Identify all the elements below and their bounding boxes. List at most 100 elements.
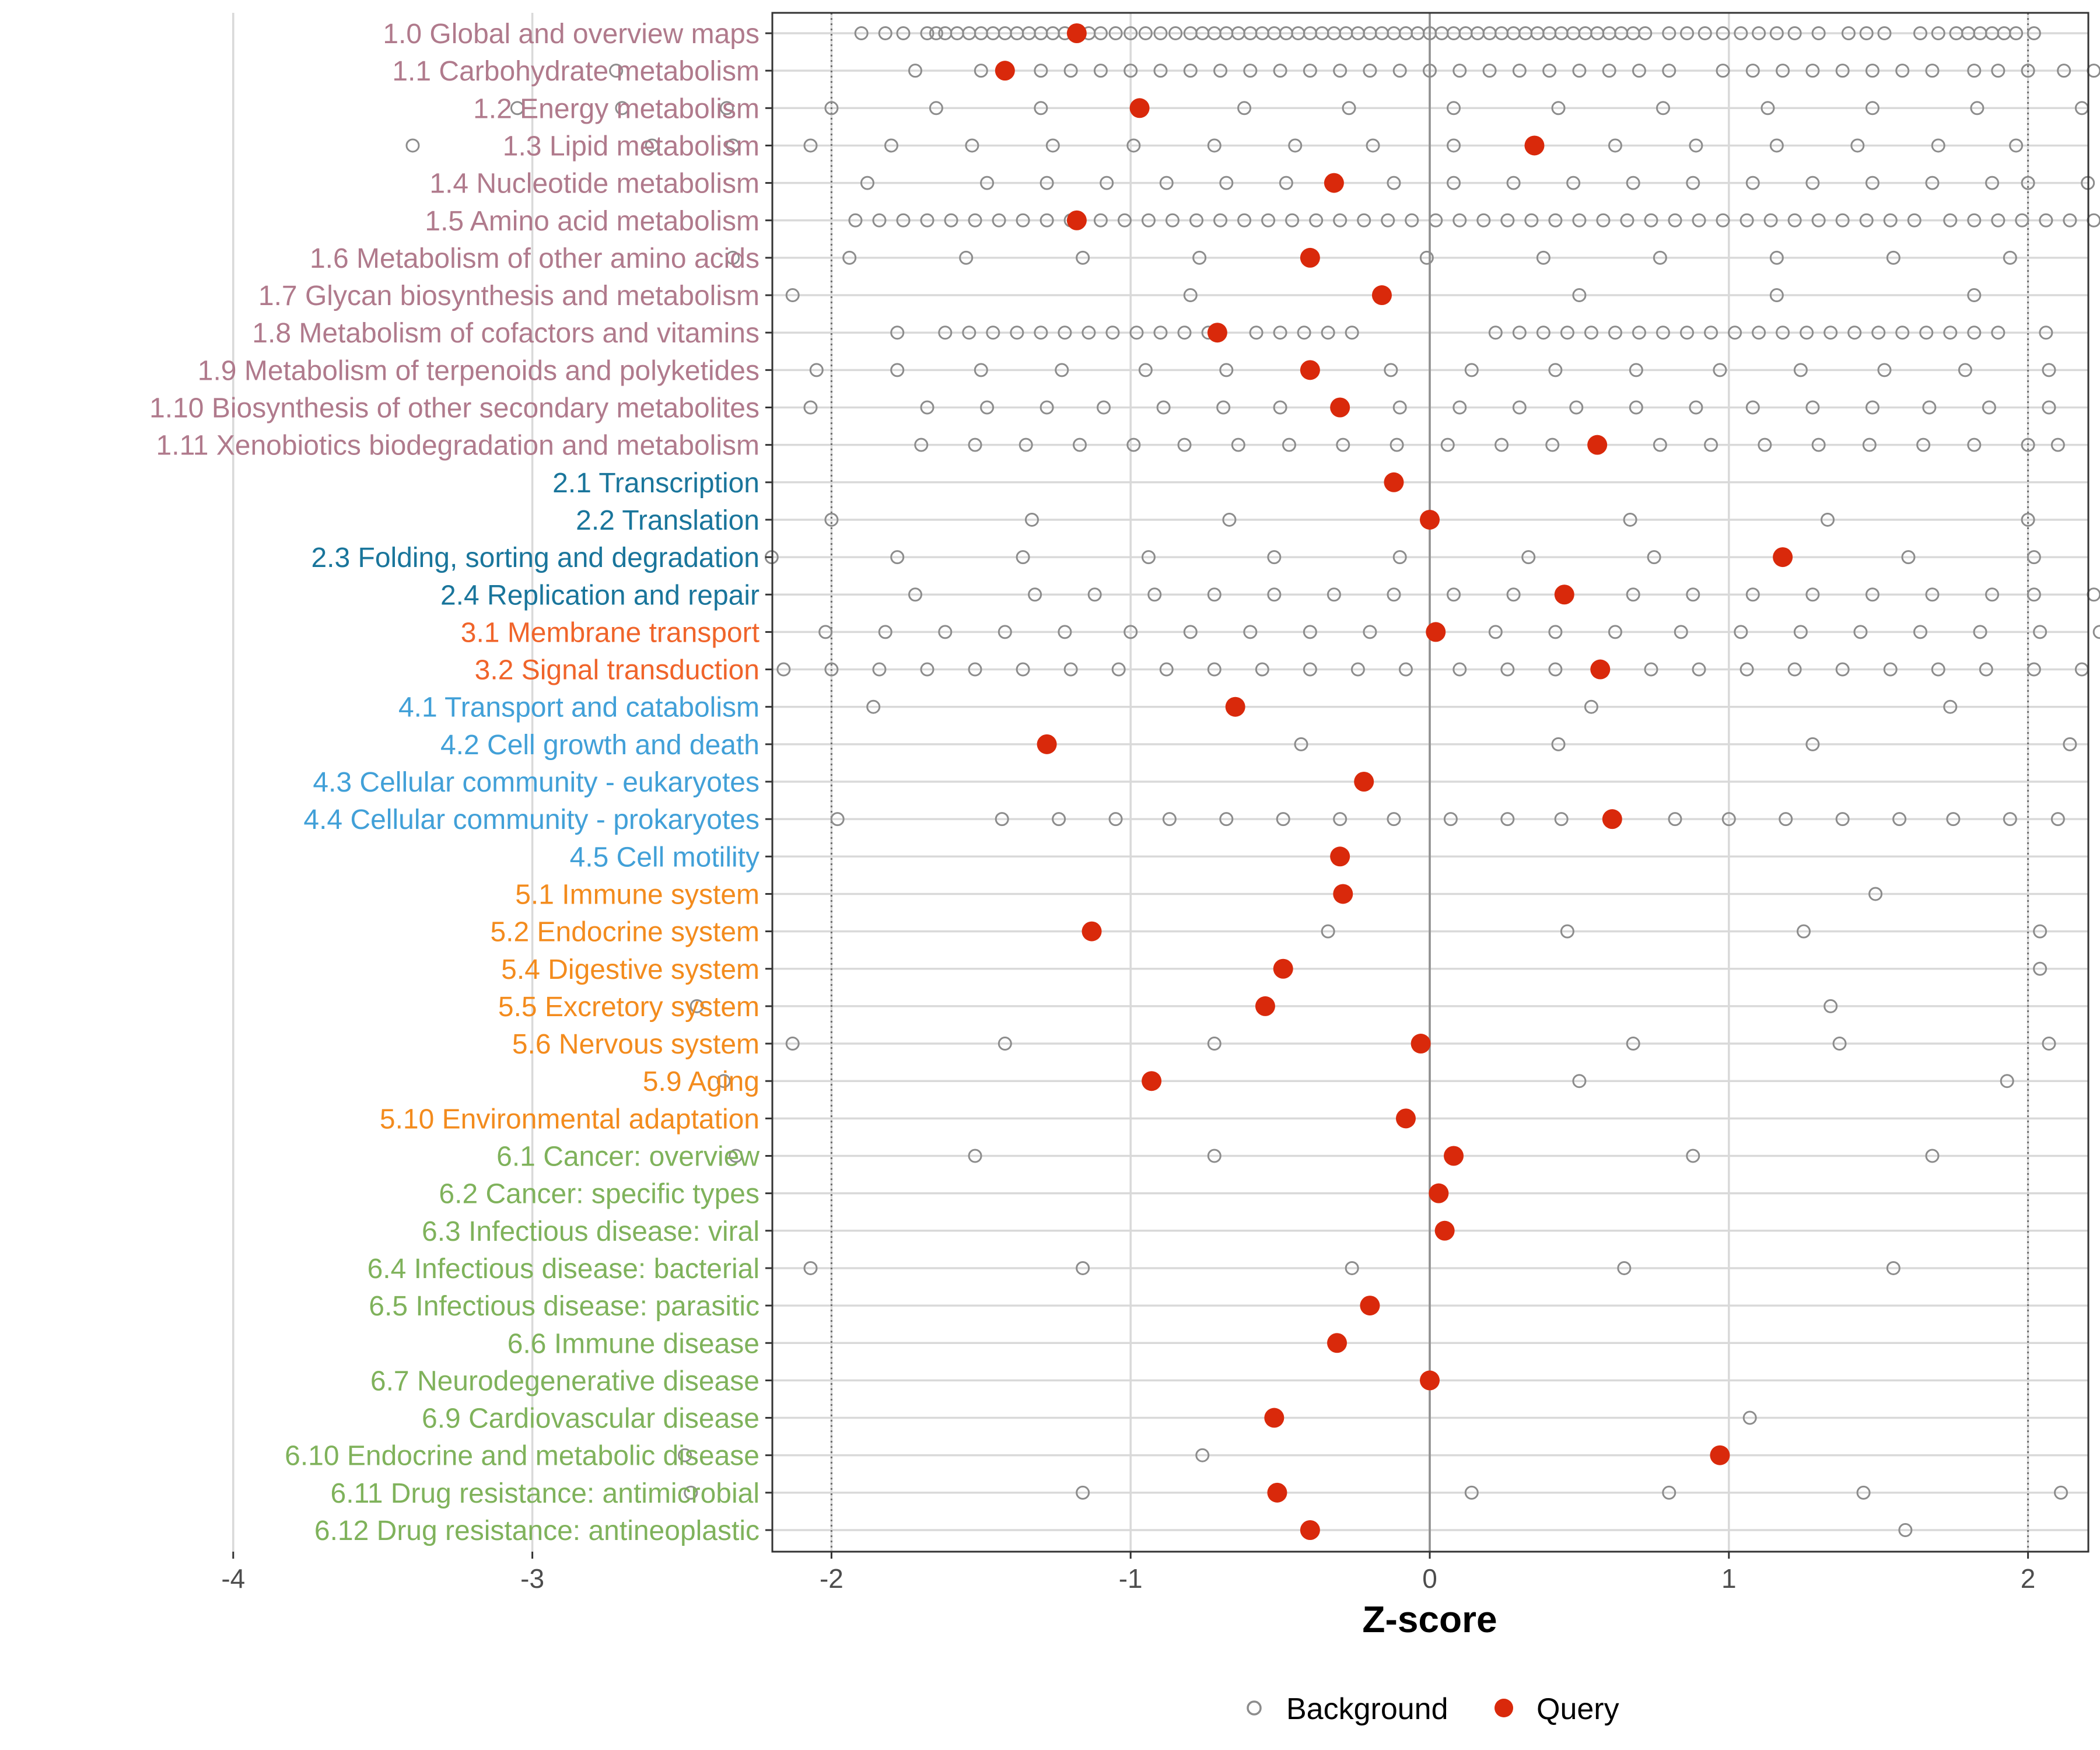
background-point — [1387, 812, 1401, 827]
background-point — [1192, 250, 1207, 265]
background-point — [2039, 326, 2053, 340]
background-point — [974, 363, 988, 377]
background-point — [1124, 26, 1138, 40]
background-point — [1824, 999, 1838, 1013]
background-point — [1100, 176, 1114, 190]
background-point — [1835, 812, 1850, 827]
background-point — [1464, 1485, 1479, 1500]
background-point — [1991, 326, 2006, 340]
background-point — [1076, 1261, 1090, 1275]
query-points — [995, 23, 1793, 1540]
background-point — [1916, 438, 1931, 452]
background-point — [1363, 625, 1377, 639]
background-point — [1979, 662, 1993, 677]
background-point — [1219, 812, 1234, 827]
background-point — [1883, 662, 1898, 677]
background-point — [1868, 887, 1883, 901]
background-point — [959, 250, 974, 265]
background-point — [1500, 662, 1515, 677]
background-point — [1638, 26, 1653, 40]
background-point — [890, 326, 905, 340]
background-point — [1704, 326, 1718, 340]
background-point — [1769, 288, 1784, 303]
background-point — [1745, 176, 1760, 190]
background-point — [1363, 64, 1377, 78]
background-point — [1076, 1485, 1090, 1500]
background-point — [1452, 64, 1467, 78]
background-point — [1129, 326, 1144, 340]
background-point — [1452, 400, 1467, 415]
x-tick-label: -4 — [221, 1563, 245, 1594]
background-point — [1333, 213, 1348, 228]
background-point — [1219, 363, 1234, 377]
background-point — [1429, 213, 1443, 228]
background-point — [1111, 662, 1126, 677]
background-point — [1108, 812, 1123, 827]
background-point — [1168, 26, 1183, 40]
background-point — [1073, 438, 1087, 452]
background-point — [1931, 662, 1945, 677]
background-point — [1345, 1261, 1359, 1275]
y-axis-label: 1.2 Energy metabolism — [473, 93, 760, 124]
query-point — [1273, 958, 1293, 979]
background-point — [1016, 662, 1030, 677]
background-point — [1841, 26, 1856, 40]
background-point — [1560, 326, 1574, 340]
background-point — [1925, 1149, 1940, 1163]
background-point — [2033, 924, 2048, 939]
background-point — [1991, 213, 2006, 228]
background-point — [1019, 438, 1033, 452]
background-point — [1713, 363, 1727, 377]
background-point — [615, 101, 629, 116]
background-point — [719, 101, 734, 116]
background-point — [1183, 288, 1198, 303]
background-point — [1626, 1037, 1640, 1051]
background-point — [1548, 363, 1563, 377]
background-point — [726, 250, 740, 265]
background-point — [1560, 924, 1574, 939]
query-point — [1255, 996, 1275, 1016]
background-point — [1859, 213, 1874, 228]
background-point — [842, 250, 857, 265]
background-point — [896, 26, 911, 40]
background-point — [1488, 625, 1503, 639]
background-point — [1153, 26, 1168, 40]
query-point — [1587, 435, 1608, 455]
query-point — [1333, 884, 1353, 904]
query-point — [1142, 1071, 1162, 1091]
background-point — [1464, 363, 1479, 377]
background-point — [1153, 326, 1168, 340]
background-point — [908, 587, 922, 602]
background-point — [1231, 438, 1245, 452]
background-point — [2050, 438, 2065, 452]
background-point — [1267, 587, 1282, 602]
background-point — [1342, 101, 1356, 116]
background-point — [1333, 812, 1348, 827]
background-point — [1207, 1037, 1222, 1051]
background-point — [1447, 176, 1461, 190]
background-point — [1357, 213, 1371, 228]
background-point — [1647, 550, 1661, 565]
background-point — [726, 138, 740, 153]
background-point — [2000, 1074, 2014, 1088]
background-point — [1946, 812, 1961, 827]
background-point — [896, 213, 911, 228]
background-point — [1237, 213, 1252, 228]
background-point — [1222, 512, 1237, 527]
y-axis-label: 1.8 Metabolism of cofactors and vitamins — [252, 318, 760, 349]
y-axis-label: 1.10 Biosynthesis of other secondary met… — [149, 393, 760, 424]
background-point — [1572, 288, 1587, 303]
background-point — [1010, 326, 1024, 340]
background-point — [1779, 812, 1793, 827]
background-point — [1452, 662, 1467, 677]
background-point — [2054, 1485, 2068, 1500]
y-axis-label: 5.9 Aging — [643, 1066, 760, 1097]
y-axis-label: 4.1 Transport and catabolism — [398, 692, 760, 723]
background-point — [1159, 662, 1174, 677]
y-axis-label: 1.6 Metabolism of other amino acids — [310, 243, 760, 274]
background-point — [2027, 550, 2041, 565]
background-point — [968, 213, 982, 228]
background-point — [1787, 662, 1802, 677]
background-point — [803, 400, 818, 415]
background-point — [1366, 138, 1380, 153]
